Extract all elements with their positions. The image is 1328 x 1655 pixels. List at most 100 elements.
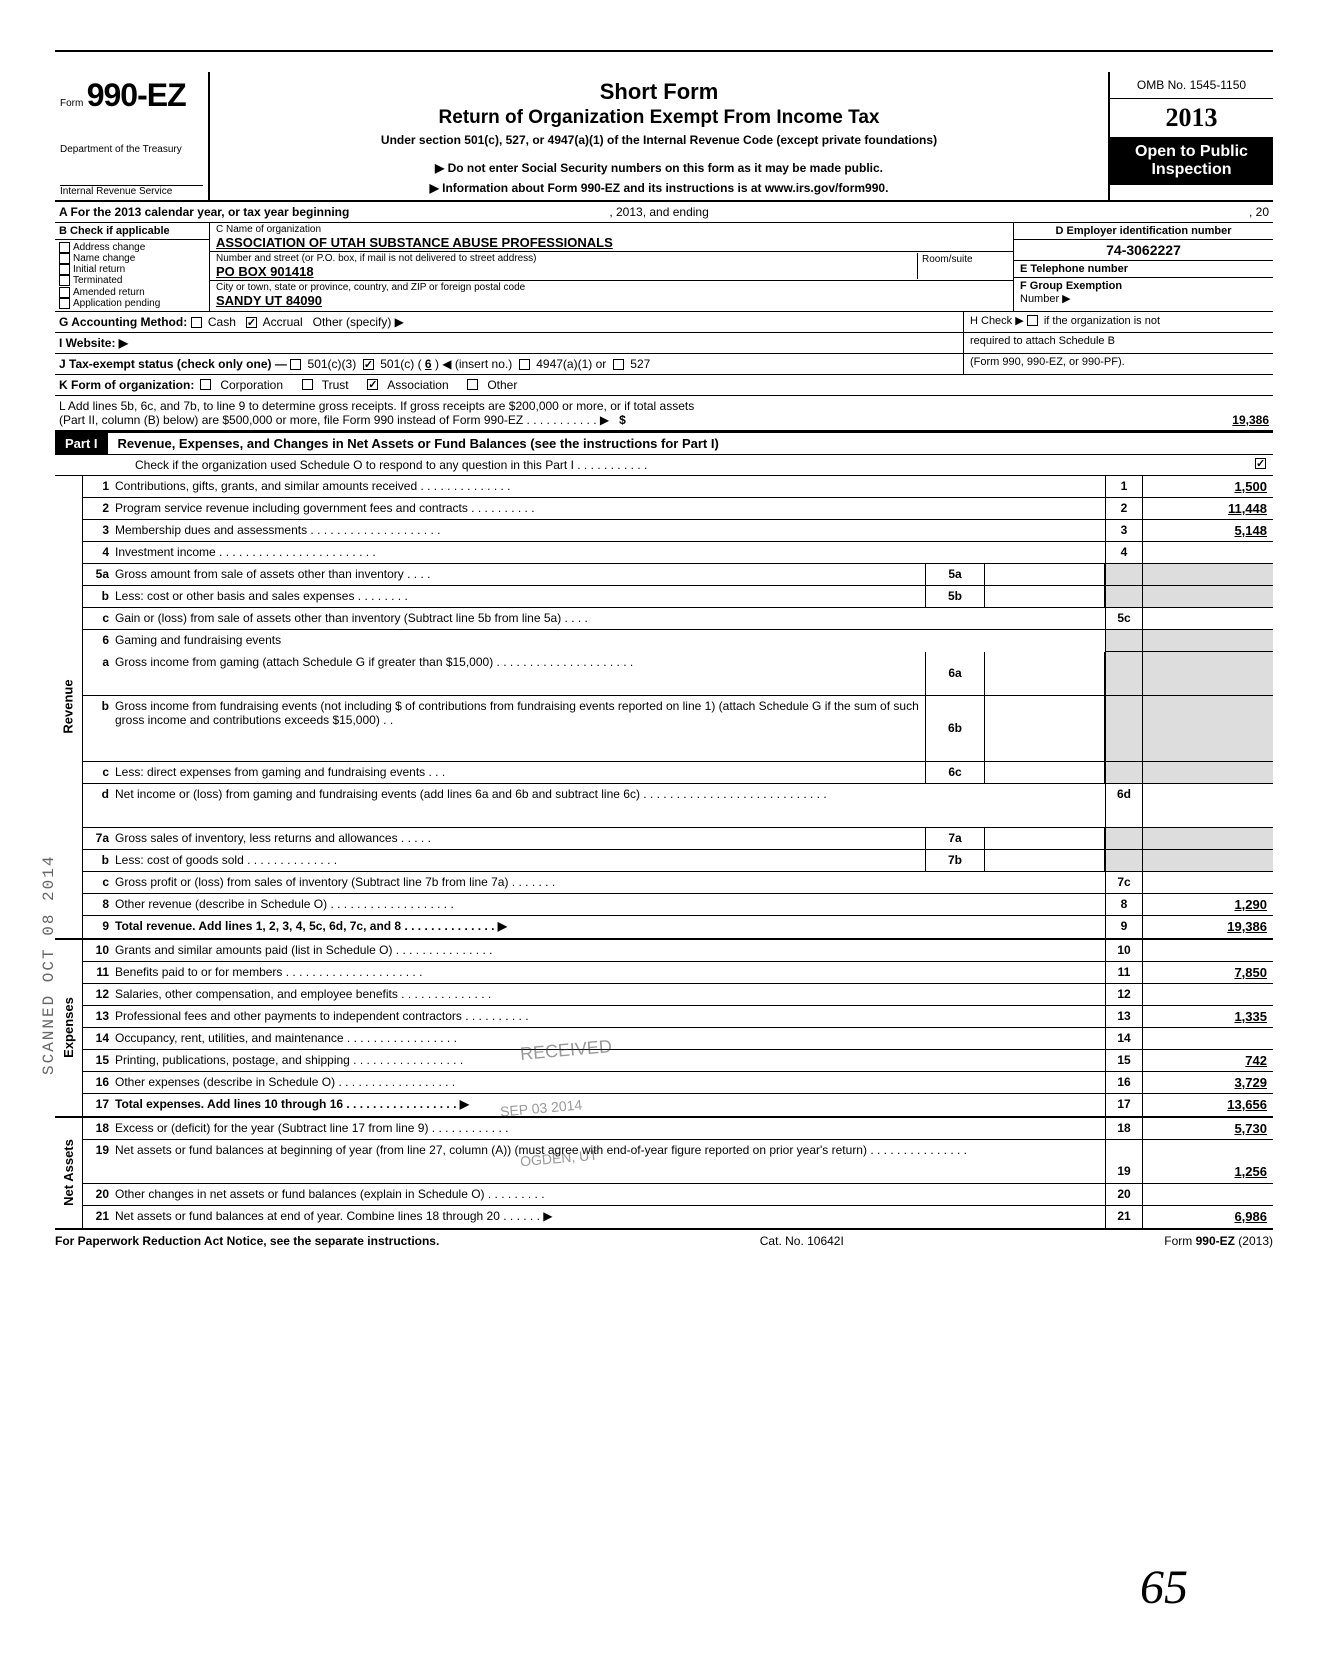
line-19: 19 Net assets or fund balances at beginn… (83, 1140, 1273, 1184)
line-4: 4 Investment income . . . . . . . . . . … (83, 542, 1273, 564)
section-bcd: B Check if applicable Address change Nam… (55, 223, 1273, 312)
line-7b: b Less: cost of goods sold . . . . . . .… (83, 850, 1273, 872)
chk-app-pending[interactable]: Application pending (59, 298, 205, 309)
group-exemption-lbl1: F Group Exemption (1020, 280, 1122, 292)
row-a-label: A For the 2013 calendar year, or tax yea… (59, 205, 349, 219)
line-1: 1 Contributions, gifts, grants, and simi… (83, 476, 1273, 498)
h-text1: H Check ▶ (970, 315, 1024, 327)
expenses-side-label: Expenses (55, 940, 83, 1116)
org-name-label: C Name of organization (216, 224, 1007, 235)
col-b-header: B Check if applicable (55, 223, 209, 240)
group-exemption: F Group Exemption Number ▶ (1014, 278, 1273, 307)
city-block: City or town, state or province, country… (210, 281, 1013, 309)
row-h: H Check ▶ if the organization is not (963, 312, 1273, 332)
page-footer: For Paperwork Reduction Act Notice, see … (55, 1228, 1273, 1248)
netassets-lines: 18 Excess or (deficit) for the year (Sub… (83, 1118, 1273, 1228)
part1-tag: Part I (55, 433, 108, 454)
year-outline: 20 (1166, 103, 1192, 132)
line-16: 16 Other expenses (describe in Schedule … (83, 1072, 1273, 1094)
chk-other[interactable] (467, 379, 478, 390)
city-label: City or town, state or province, country… (216, 282, 1007, 293)
form-prefix: Form (60, 98, 83, 109)
chk-terminated[interactable]: Terminated (59, 275, 205, 286)
expenses-section: Expenses 10 Grants and similar amounts p… (55, 940, 1273, 1118)
org-name-value: ASSOCIATION OF UTAH SUBSTANCE ABUSE PROF… (216, 235, 613, 250)
part1-header: Part I Revenue, Expenses, and Changes in… (55, 432, 1273, 455)
footer-left: For Paperwork Reduction Act Notice, see … (55, 1234, 439, 1248)
h-cont1: required to attach Schedule B (963, 333, 1273, 353)
chk-501c[interactable] (363, 359, 374, 370)
i-label: I Website: ▶ (55, 333, 963, 353)
footer-right: Form 990-EZ (2013) (1164, 1234, 1273, 1248)
street-value: PO BOX 901418 (216, 264, 314, 279)
chk-address-change[interactable]: Address change (59, 242, 205, 253)
handwritten-65: 65 (1140, 1560, 1188, 1615)
line-7c: c Gross profit or (loss) from sales of i… (83, 872, 1273, 894)
line-5c: c Gain or (loss) from sale of assets oth… (83, 608, 1273, 630)
line-18: 18 Excess or (deficit) for the year (Sub… (83, 1118, 1273, 1140)
line-5b: b Less: cost or other basis and sales ex… (83, 586, 1273, 608)
expenses-lines: 10 Grants and similar amounts paid (list… (83, 940, 1273, 1116)
l-amount: 19,386 (1232, 413, 1269, 427)
chk-schedule-o[interactable] (1255, 458, 1266, 469)
note-info: ▶ Information about Form 990-EZ and its … (220, 181, 1098, 195)
k-label: K Form of organization: (59, 378, 194, 392)
revenue-lines: 1 Contributions, gifts, grants, and simi… (83, 476, 1273, 938)
line-20: 20 Other changes in net assets or fund b… (83, 1184, 1273, 1206)
netassets-side-label: Net Assets (55, 1118, 83, 1228)
chk-initial-return[interactable]: Initial return (59, 264, 205, 275)
revenue-section: Revenue 1 Contributions, gifts, grants, … (55, 476, 1273, 940)
j-label: J Tax-exempt status (check only one) — (59, 357, 287, 371)
page-top-rule (55, 50, 1273, 52)
chk-527[interactable] (613, 359, 624, 370)
line-7a: 7a Gross sales of inventory, less return… (83, 828, 1273, 850)
line-6: 6 Gaming and fundraising events (83, 630, 1273, 652)
form-number-line: Form 990-EZ (60, 77, 203, 114)
dept-irs: Internal Revenue Service (60, 185, 203, 197)
row-a-mid: , 2013, and ending (609, 205, 708, 219)
part1-check-text: Check if the organization used Schedule … (135, 458, 647, 472)
revenue-side-label: Revenue (55, 476, 83, 938)
open-to-public: Open to Public Inspection (1110, 137, 1273, 185)
chk-cash[interactable] (191, 317, 202, 328)
chk-corp[interactable] (200, 379, 211, 390)
chk-assoc[interactable] (367, 379, 378, 390)
j-insert: 6 (425, 357, 432, 371)
chk-name-change[interactable]: Name change (59, 253, 205, 264)
year-bold: 13 (1192, 103, 1218, 132)
chk-accrual[interactable] (246, 317, 257, 328)
header-right: OMB No. 1545-1150 2013 Open to Public In… (1108, 72, 1273, 200)
header-center: Short Form Return of Organization Exempt… (210, 72, 1108, 200)
row-k: K Form of organization: Corporation Trus… (55, 375, 1273, 396)
omb-number: OMB No. 1545-1150 (1110, 72, 1273, 99)
col-c: C Name of organization ASSOCIATION OF UT… (210, 223, 1013, 311)
line-17: 17 Total expenses. Add lines 10 through … (83, 1094, 1273, 1116)
row-l: L Add lines 5b, 6c, and 7b, to line 9 to… (55, 396, 1273, 432)
g-label: G Accounting Method: (59, 315, 187, 329)
street-label: Number and street (or P.O. box, if mail … (216, 253, 917, 264)
chk-schedule-b[interactable] (1027, 315, 1038, 326)
row-a-end: , 20 (1249, 205, 1269, 219)
line-14: 14 Occupancy, rent, utilities, and maint… (83, 1028, 1273, 1050)
l-text2: (Part II, column (B) below) are $500,000… (59, 413, 609, 427)
line-11: 11 Benefits paid to or for members . . .… (83, 962, 1273, 984)
open-line2: Inspection (1114, 161, 1269, 179)
line-12: 12 Salaries, other compensation, and emp… (83, 984, 1273, 1006)
footer-mid: Cat. No. 10642I (760, 1234, 844, 1248)
dept-treasury: Department of the Treasury (60, 144, 203, 155)
line-10: 10 Grants and similar amounts paid (list… (83, 940, 1273, 962)
form-number: 990-EZ (87, 77, 186, 113)
form-header: Form 990-EZ Department of the Treasury I… (55, 72, 1273, 202)
chk-4947[interactable] (519, 359, 530, 370)
h-text2: if the organization is not (1044, 315, 1160, 327)
l-dollar: $ (619, 413, 626, 427)
chk-501c3[interactable] (290, 359, 301, 370)
open-line1: Open to Public (1114, 143, 1269, 161)
telephone-label: E Telephone number (1014, 261, 1273, 278)
chk-trust[interactable] (302, 379, 313, 390)
h-cont2: (Form 990, 990-EZ, or 990-PF). (963, 354, 1273, 374)
chk-amended[interactable]: Amended return (59, 287, 205, 298)
row-j: J Tax-exempt status (check only one) — 5… (55, 354, 1273, 375)
l-text1: L Add lines 5b, 6c, and 7b, to line 9 to… (59, 399, 1269, 413)
row-a-tax-year: A For the 2013 calendar year, or tax yea… (55, 202, 1273, 223)
